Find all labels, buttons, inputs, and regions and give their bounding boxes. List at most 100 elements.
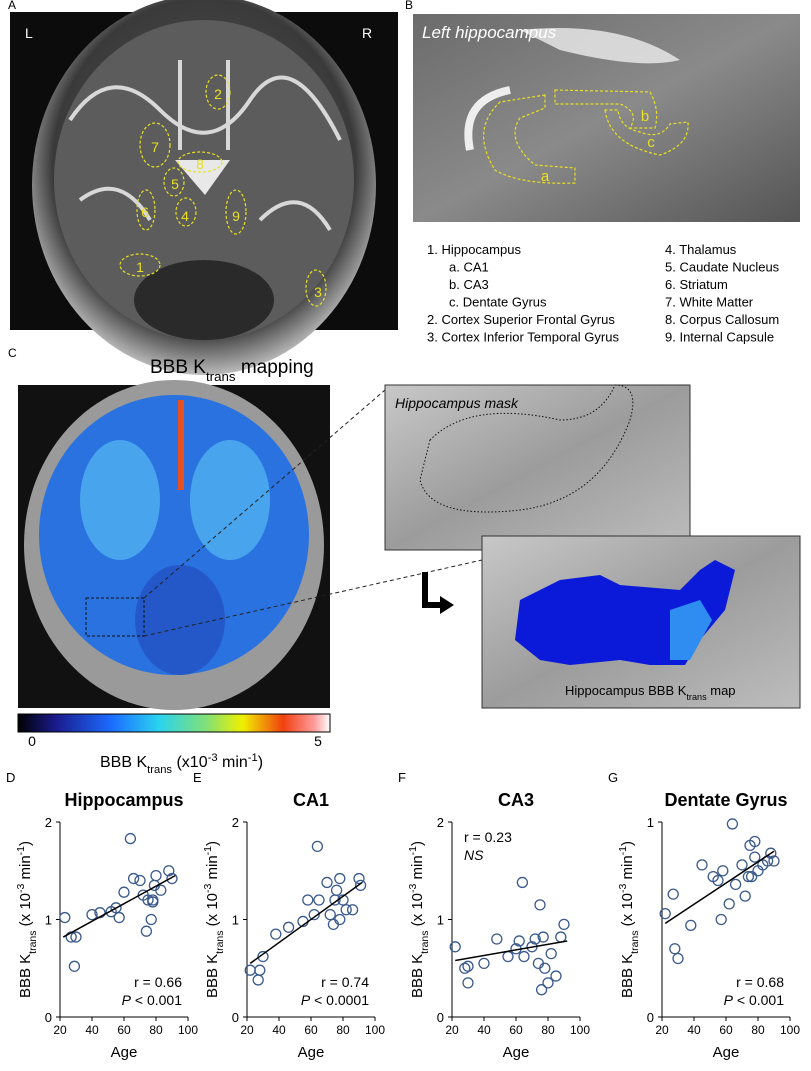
data-point — [308, 908, 320, 921]
data-point — [59, 911, 71, 924]
x-axis-label: Age — [111, 1044, 138, 1061]
text-run: min — [17, 855, 34, 883]
annotation: r = 0.74 — [321, 974, 369, 990]
data-point — [537, 931, 549, 943]
data-point — [672, 952, 684, 965]
arrow — [422, 572, 443, 608]
roi-label: 8 — [196, 156, 204, 172]
arrow-head — [440, 596, 454, 614]
chart-title: Dentate Gyrus — [664, 790, 787, 810]
data-point — [749, 851, 761, 863]
data-point — [150, 869, 162, 882]
roi-outline — [177, 151, 223, 173]
data-point — [745, 870, 758, 883]
text-run: P — [724, 992, 734, 1008]
x-tick-label: 100 — [365, 1023, 385, 1037]
zoom-box — [85, 597, 145, 637]
data-point — [669, 943, 681, 955]
y-tick-label: 1 — [45, 913, 52, 928]
data-point — [768, 855, 780, 867]
data-point — [736, 859, 748, 871]
x-axis-label: Age — [298, 1044, 325, 1061]
text-run: (x 10 — [204, 893, 221, 931]
text-run: (x 10 — [17, 893, 34, 931]
text-run: BBB K — [204, 954, 221, 998]
data-point — [134, 874, 146, 887]
data-point — [254, 964, 266, 976]
data-point — [550, 970, 562, 982]
data-point — [118, 886, 130, 898]
y-tick-label: 1 — [232, 913, 239, 928]
x-tick-label: 20 — [445, 1023, 459, 1037]
data-point — [534, 899, 546, 911]
legend-item: 4. Thalamus — [665, 242, 737, 257]
text-run: trans — [629, 931, 641, 954]
side-label: L — [25, 25, 33, 41]
roi-label: a — [541, 168, 550, 185]
brainstem — [134, 260, 274, 340]
panel-letter: F — [398, 770, 406, 785]
x-tick-label: 80 — [149, 1023, 163, 1037]
y-tick-label: 2 — [232, 815, 239, 830]
data-point — [145, 913, 157, 926]
data-point — [324, 908, 336, 921]
data-point — [667, 888, 679, 900]
panel-letter: C — [8, 346, 17, 360]
legend-item: 7. White Matter — [665, 295, 754, 310]
text-run: ) — [619, 841, 636, 846]
data-point — [765, 847, 777, 859]
fit-line — [62, 874, 176, 938]
data-point — [749, 835, 761, 848]
colorbar — [17, 713, 331, 733]
panel-letter: D — [6, 770, 15, 785]
data-point — [726, 818, 739, 830]
text-run: < 0.0001 — [310, 992, 369, 1008]
data-point — [127, 872, 140, 885]
text-run: r = 0.68 — [736, 974, 784, 990]
text-run: ) — [409, 841, 426, 846]
data-point — [257, 950, 269, 963]
text-run: min — [619, 855, 636, 883]
image-title: Left hippocampus — [422, 23, 557, 42]
roi-outline — [136, 189, 156, 231]
data-point — [340, 904, 352, 916]
ventricle — [175, 160, 230, 195]
data-point — [462, 960, 474, 972]
y-tick-label: 2 — [437, 815, 444, 830]
text-run: trans — [419, 931, 431, 954]
text-run: trans — [147, 764, 172, 776]
text-run: r = 0.66 — [134, 974, 182, 990]
annotation: r = 0.66 — [134, 974, 182, 990]
data-point — [712, 874, 724, 887]
x-tick-label: 80 — [336, 1023, 350, 1037]
x-tick-label: 100 — [780, 1023, 800, 1037]
legend-item: 9. Internal Capsule — [665, 330, 774, 345]
roi-outline — [604, 109, 689, 156]
roi-outline — [139, 122, 171, 168]
text-run: BBB K — [100, 754, 147, 771]
data-point — [270, 928, 282, 940]
panel-letter: B — [405, 0, 413, 12]
fit-line — [455, 940, 568, 962]
y-tick-label: 1 — [647, 815, 654, 830]
roi-label: 6 — [141, 204, 149, 220]
data-point — [558, 918, 570, 931]
data-point — [346, 904, 359, 916]
text-run: (x 10 — [409, 893, 426, 931]
y-tick-label: 0 — [45, 1010, 52, 1025]
x-tick-label: 20 — [240, 1023, 254, 1037]
text-run: BBB K — [150, 357, 206, 378]
data-point — [147, 894, 159, 906]
ktrans-patch — [190, 440, 270, 560]
data-point — [124, 832, 137, 845]
data-point — [142, 894, 154, 906]
text-run: -1 — [15, 846, 27, 855]
data-point — [282, 921, 295, 933]
x-tick-label: 80 — [541, 1023, 555, 1037]
text-run: -1 — [202, 846, 214, 855]
panel-letter: G — [608, 770, 618, 785]
text-run: min — [409, 855, 426, 883]
annotation: P < 0.001 — [724, 992, 785, 1008]
roi-outline — [205, 74, 231, 110]
annotation: NS — [464, 847, 484, 863]
